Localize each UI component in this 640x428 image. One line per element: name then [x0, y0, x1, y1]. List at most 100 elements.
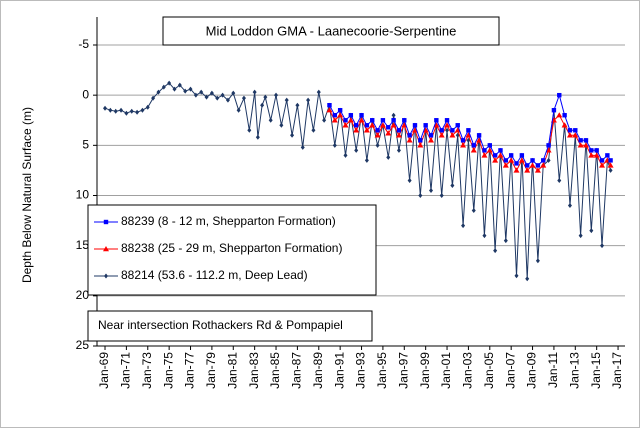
marker [331, 117, 338, 123]
marker [422, 127, 429, 133]
marker [279, 122, 284, 128]
marker [300, 144, 305, 150]
marker [608, 167, 613, 173]
marker [406, 137, 413, 143]
marker [514, 273, 519, 279]
x-tick-label: Jan-05 [482, 352, 496, 389]
marker [411, 127, 418, 133]
marker [567, 203, 572, 209]
x-tick-label: Jan-09 [525, 352, 539, 389]
marker [327, 103, 332, 108]
marker [578, 138, 583, 143]
x-tick-label: Jan-71 [119, 352, 133, 389]
marker [577, 142, 584, 148]
marker [316, 89, 321, 95]
marker [391, 118, 396, 123]
marker [396, 147, 401, 153]
x-tick-label: Jan-81 [225, 352, 239, 389]
marker [535, 258, 540, 264]
annotation: Near intersection Rothackers Rd & Pompap… [98, 318, 343, 332]
marker [434, 118, 439, 123]
marker [438, 132, 445, 138]
marker [375, 142, 380, 148]
marker [492, 157, 499, 163]
marker [364, 157, 369, 163]
marker [450, 128, 455, 133]
marker [498, 148, 503, 153]
marker [260, 102, 265, 108]
x-tick-label: Jan-87 [290, 352, 304, 389]
marker [503, 238, 508, 244]
marker [573, 128, 578, 133]
legend-label: 88238 (25 - 29 m, Shepparton Formation) [121, 241, 342, 255]
marker [608, 158, 613, 163]
marker [546, 143, 551, 148]
marker [386, 154, 391, 160]
marker [535, 163, 541, 168]
marker [129, 108, 134, 114]
x-tick-label: Jan-77 [183, 352, 197, 389]
marker [493, 248, 498, 254]
marker [225, 97, 230, 103]
marker [220, 92, 225, 98]
y-tick-label: -5 [78, 37, 89, 51]
marker [486, 147, 493, 153]
marker [402, 118, 407, 123]
marker [390, 122, 397, 128]
marker [354, 147, 359, 153]
marker [444, 118, 450, 123]
marker [284, 97, 289, 103]
marker [332, 142, 337, 148]
marker [295, 102, 300, 108]
marker [385, 130, 392, 136]
marker [466, 128, 471, 133]
marker [386, 125, 391, 130]
marker [263, 94, 268, 100]
marker [268, 117, 273, 123]
marker [337, 112, 344, 118]
marker [172, 86, 177, 92]
marker [156, 89, 161, 95]
marker [476, 133, 482, 138]
x-tick-label: Jan-01 [439, 352, 453, 389]
marker [103, 105, 108, 111]
marker [396, 128, 402, 133]
marker [525, 276, 530, 282]
y-tick-label: 10 [76, 188, 90, 202]
marker [124, 110, 129, 116]
marker [391, 112, 396, 118]
legend-box [87, 204, 377, 296]
marker [455, 123, 460, 128]
marker [444, 122, 451, 128]
x-tick-label: Jan-95 [375, 352, 389, 389]
x-tick-label: Jan-93 [354, 352, 368, 389]
marker [375, 128, 380, 133]
marker [471, 208, 476, 214]
marker [145, 104, 150, 110]
marker [343, 152, 348, 158]
marker [470, 147, 477, 153]
marker [353, 127, 360, 133]
marker [445, 127, 450, 133]
marker [589, 148, 594, 153]
marker [332, 113, 338, 118]
marker [482, 148, 487, 153]
x-tick-label: Jan-89 [311, 352, 325, 389]
marker [599, 162, 606, 168]
marker [530, 158, 535, 163]
marker [465, 132, 472, 138]
marker [525, 163, 530, 168]
marker [364, 123, 370, 128]
marker [417, 142, 424, 148]
marker [546, 157, 551, 163]
marker [502, 162, 509, 168]
x-tick-label: Jan-85 [268, 352, 282, 389]
marker [439, 128, 444, 133]
marker [508, 157, 515, 163]
x-tick-label: Jan-11 [546, 352, 560, 388]
marker [461, 223, 466, 229]
marker [183, 88, 188, 94]
marker [423, 123, 428, 128]
marker [492, 153, 498, 158]
